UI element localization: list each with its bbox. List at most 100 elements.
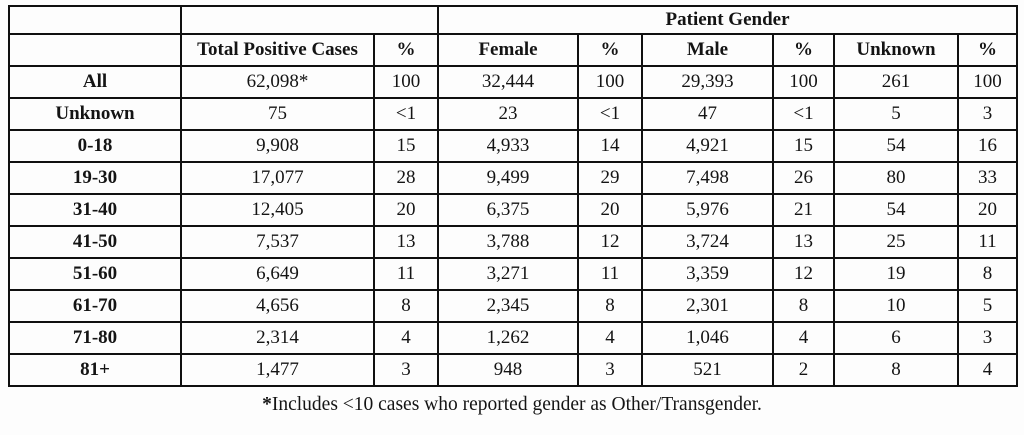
table-cell: 3 [956,97,1019,131]
table-cell: 5 [956,289,1019,323]
table-cell: 100 [956,65,1019,99]
table-cell: 12,405 [180,193,375,227]
table-cell: 2,314 [180,321,375,355]
table-cell: 14 [577,129,643,163]
table-cell: 11 [956,225,1019,259]
table-cell: 5,976 [641,193,774,227]
row-label: Unknown [8,97,182,131]
col-header-male: Male [641,33,774,67]
table-cell: 29 [577,161,643,195]
table-cell: 62,098* [180,65,375,99]
table-cell: 2,301 [641,289,774,323]
table-cell: 1,262 [437,321,579,355]
table-row: 71-80 2,314 4 1,262 4 1,046 4 6 3 [8,321,1019,355]
table-cell: 5 [833,97,959,131]
col-header-unknown: Unknown [833,33,959,67]
patient-gender-table: Patient Gender Total Positive Cases % Fe… [8,5,1019,387]
table-cell: 6 [833,321,959,355]
table-row: 51-60 6,649 11 3,271 11 3,359 12 19 8 [8,257,1019,291]
table-header-spanner-row: Patient Gender [8,5,1019,35]
row-label: 0-18 [8,129,182,163]
col-header-total-positive-cases: Total Positive Cases [180,33,375,67]
table-cell: 100 [373,65,439,99]
table-cell: 3,788 [437,225,579,259]
table-cell: 7,537 [180,225,375,259]
table-cell: 8 [373,289,439,323]
table-cell: 47 [641,97,774,131]
table-cell: 16 [956,129,1019,163]
table-cell: 23 [437,97,579,131]
row-label: 71-80 [8,321,182,355]
table-cell: 948 [437,353,579,387]
table-cell: 3 [577,353,643,387]
table-cell: <1 [373,97,439,131]
footnote: *Includes <10 cases who reported gender … [0,394,1024,416]
table-cell: 3,359 [641,257,774,291]
table-cell: 3 [956,321,1019,355]
table-cell: 3,724 [641,225,774,259]
table-cell: 7,498 [641,161,774,195]
table-cell: 4,933 [437,129,579,163]
table-cell: <1 [577,97,643,131]
table-cell: 15 [373,129,439,163]
table-cell: 4 [956,353,1019,387]
col-header-female: Female [437,33,579,67]
row-label: 51-60 [8,257,182,291]
table-cell: 4,921 [641,129,774,163]
table-body: All 62,098* 100 32,444 100 29,393 100 261 100 Unk… [8,65,1019,387]
table-cell: 8 [772,289,835,323]
footnote-text: Includes <10 cases who reported gender a… [271,394,762,415]
col-header-unknown-percent: % [956,33,1019,67]
table-cell: 261 [833,65,959,99]
row-label: 31-40 [8,193,182,227]
table-row: 41-50 7,537 13 3,788 12 3,724 13 25 11 [8,225,1019,259]
table-row: 31-40 12,405 20 6,375 20 5,976 21 54 20 [8,193,1019,227]
col-header-total-percent: % [373,33,439,67]
table-cell: 8 [833,353,959,387]
table-cell: 4,656 [180,289,375,323]
table-cell: 4 [772,321,835,355]
table-cell: 9,499 [437,161,579,195]
table-cell: 12 [772,257,835,291]
table-cell: 1,477 [180,353,375,387]
row-label: 41-50 [8,225,182,259]
table-cell: 80 [833,161,959,195]
col-header-female-percent: % [577,33,643,67]
table-cell: 26 [772,161,835,195]
table-cell: 20 [577,193,643,227]
table-cell: 100 [772,65,835,99]
table-cell: 6,375 [437,193,579,227]
table-cell: 4 [373,321,439,355]
table-cell: 3,271 [437,257,579,291]
blank-spanner-cell [180,5,439,35]
table-cell: 54 [833,193,959,227]
table-cell: 29,393 [641,65,774,99]
table-cell: 8 [577,289,643,323]
table-cell: 8 [956,257,1019,291]
table-cell: 20 [373,193,439,227]
table-cell: 33 [956,161,1019,195]
table-cell: 4 [577,321,643,355]
table-cell: 75 [180,97,375,131]
table-row: 19-30 17,077 28 9,499 29 7,498 26 80 33 [8,161,1019,195]
col-header-rowlabel [8,33,182,67]
table-cell: 21 [772,193,835,227]
table-cell: 32,444 [437,65,579,99]
patient-gender-spanner-header: Patient Gender [436,5,1019,35]
col-header-male-percent: % [772,33,835,67]
row-label: 61-70 [8,289,182,323]
table-row: 0-18 9,908 15 4,933 14 4,921 15 54 16 [8,129,1019,163]
table-cell: 521 [641,353,774,387]
table-row: Unknown 75 <1 23 <1 47 <1 5 3 [8,97,1019,131]
table-cell: 19 [833,257,959,291]
table-cell: 100 [577,65,643,99]
row-label: 81+ [8,353,182,387]
footnote-marker: * [262,394,272,415]
table-header-columns-row: Total Positive Cases % Female % Male % U… [8,33,1019,67]
table-cell: 10 [833,289,959,323]
table-cell: 2,345 [437,289,579,323]
table-cell: 15 [772,129,835,163]
row-label: All [8,65,182,99]
table-cell: 2 [772,353,835,387]
